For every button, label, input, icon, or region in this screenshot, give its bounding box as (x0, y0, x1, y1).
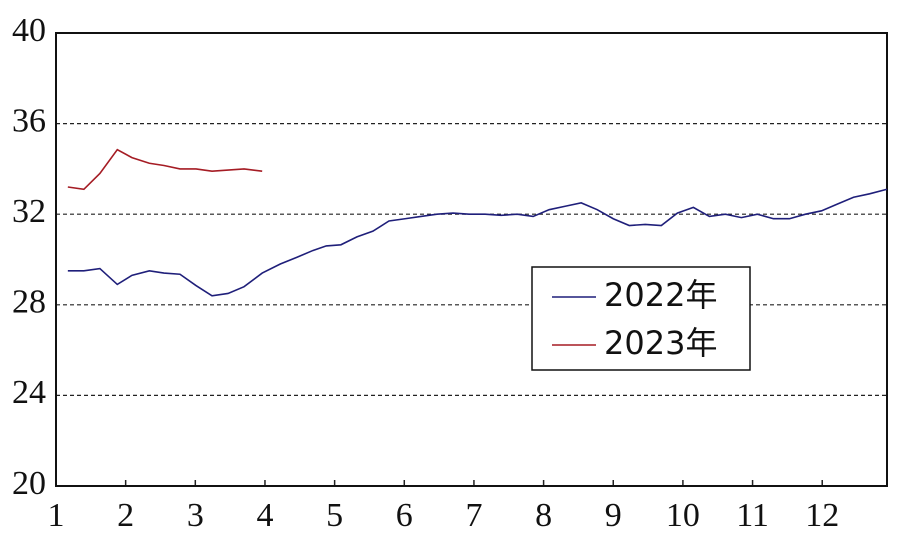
plot-frame (55, 32, 888, 487)
x-tick-label: 1 (48, 497, 65, 534)
x-tick-label: 8 (535, 497, 552, 534)
x-tick-label: 12 (805, 497, 839, 534)
y-tick-label: 20 (12, 465, 46, 502)
x-tick-label: 3 (187, 497, 204, 534)
y-tick-label: 36 (12, 102, 46, 139)
x-tick-label: 4 (256, 497, 273, 534)
series-line (67, 148, 263, 191)
x-tick-label: 10 (666, 497, 700, 534)
series-line (67, 188, 888, 297)
x-tick-label: 5 (326, 497, 343, 534)
legend-label: 2022年 (604, 276, 717, 314)
y-tick-label: 28 (12, 284, 46, 321)
legend-box (531, 266, 751, 371)
x-tick-label: 6 (396, 497, 413, 534)
x-tick-label: 9 (605, 497, 622, 534)
y-tick-label: 40 (12, 12, 46, 49)
x-tick-label: 7 (465, 497, 482, 534)
y-tick-label: 24 (12, 374, 46, 411)
legend-label: 2023年 (604, 324, 717, 362)
x-tick-label: 11 (736, 497, 769, 534)
x-tick-label: 2 (117, 497, 134, 534)
y-tick-label: 32 (12, 193, 46, 230)
